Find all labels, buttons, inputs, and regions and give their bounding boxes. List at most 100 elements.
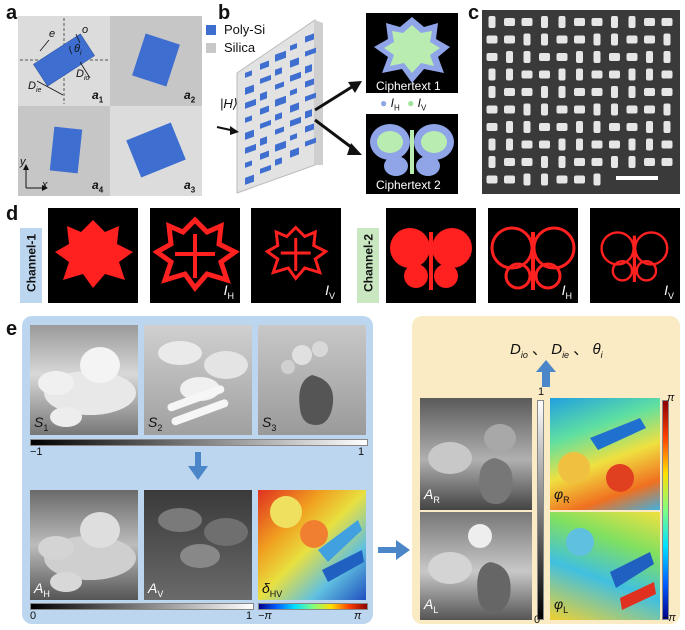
sem-pillar (539, 53, 550, 61)
cell-a1-label: a1 (92, 88, 104, 105)
polysi-pillar (260, 105, 269, 115)
channel-1-tag: Channel-1 (20, 228, 42, 303)
sem-pillar (558, 68, 566, 81)
sem-pillar (488, 68, 496, 81)
polysi-pillar (245, 174, 254, 185)
polysi-pillar (260, 119, 271, 129)
panel-a-label: a (6, 2, 18, 24)
hologram-butterfly-outline-v: IV (590, 208, 680, 303)
sem-pillar (591, 140, 603, 149)
ciphertext-1-box: Ciphertext 1 (366, 13, 458, 93)
sem-pillar (661, 88, 673, 96)
cell-a2-label: a2 (184, 88, 196, 105)
sem-pillar (611, 103, 618, 116)
ciphertext-2-label: Ciphertext 2 (376, 178, 441, 192)
sem-pillar (488, 138, 496, 151)
sem-pillar (644, 18, 655, 26)
butterfly-icon (370, 124, 454, 176)
sem-pillar (663, 33, 671, 46)
unit-cells-svg (20, 18, 186, 191)
s1-label: S1 (34, 414, 49, 433)
ciphertext-2-box: Ciphertext 2 (366, 114, 458, 194)
sem-pillar (626, 123, 638, 131)
sem-pillar (486, 175, 498, 184)
sem-pillar (628, 68, 636, 81)
polysi-pillar (290, 147, 299, 158)
polysi-pillar (245, 70, 252, 78)
phase-min: −π (258, 610, 272, 622)
phi-r-label: φR (554, 486, 570, 505)
panel-c-label: c (468, 2, 480, 24)
hologram-caption: IV (325, 282, 335, 301)
sem-pillar (609, 140, 620, 149)
stokes-s3-image (258, 325, 366, 435)
sem-pillar (626, 105, 638, 114)
sem-pillar (593, 121, 601, 133)
vase-teapot-overlay (428, 524, 511, 612)
hologram-leaf-outline-h: IH (150, 208, 240, 303)
sem-pillar (504, 18, 515, 26)
hologram-caption: IH (561, 282, 572, 301)
polysi-pillar (245, 160, 252, 168)
polysi-pillar (245, 143, 256, 154)
sem-pillar (646, 51, 653, 63)
sem-pillar (628, 138, 636, 151)
sem-pillar (541, 173, 548, 186)
amp-colorbar (30, 603, 254, 610)
sem-pillar (593, 33, 601, 46)
sem-pillar (521, 18, 533, 26)
polysi-pillar (260, 91, 267, 101)
polysi-pillar (260, 74, 271, 84)
polysi-pillar (275, 140, 286, 152)
sem-pillar (486, 105, 498, 114)
polysi-pillar (305, 109, 312, 119)
hologram-butterfly-filled (386, 208, 476, 303)
sem-pillar (576, 138, 583, 151)
sem-pillar (541, 103, 548, 116)
dhv-label: δHV (262, 580, 283, 599)
polysi-pillar (305, 78, 314, 88)
leaf-icon (374, 17, 450, 83)
sem-pillars (486, 16, 673, 186)
stokes-min: −1 (30, 446, 43, 458)
sem-pillar (593, 173, 601, 186)
sem-pillar (591, 18, 603, 26)
polysi-pillar (260, 150, 269, 160)
design-params: Dio 、 Die 、 θi (510, 341, 603, 360)
sem-pillar (609, 123, 620, 131)
sem-pillar (556, 53, 568, 61)
polysi-pillar (305, 47, 316, 57)
dim-d-ie: Die (28, 80, 42, 95)
panel-e-label: e (6, 318, 18, 340)
amp-vertical-colorbar (537, 400, 544, 620)
hologram-caption: IV (664, 282, 674, 301)
scale-bar (616, 176, 658, 180)
sem-pillar (626, 35, 638, 44)
sem-pillar (541, 33, 548, 46)
input-state: |H⟩ (220, 96, 238, 111)
sem-pillar (611, 16, 618, 28)
al-image (420, 512, 532, 620)
sem-pillar (609, 70, 620, 79)
sem-pillar (646, 68, 653, 81)
panel-a-unit-cells: e o θi Die Dio y x a1 a2 a4 a3 (18, 16, 202, 196)
sem-pillar (558, 156, 566, 168)
amp-ah-image (30, 490, 138, 600)
stokes-max: 1 (358, 446, 365, 458)
phi-l-label: φL (554, 596, 569, 615)
polysi-pillar (245, 84, 254, 95)
sem-pillar (574, 105, 585, 114)
polysi-pillar (290, 88, 297, 96)
polysi-pillar (275, 81, 284, 90)
panel-b-label: b (218, 2, 231, 24)
al-label: AL (424, 596, 439, 615)
av-label: AV (148, 580, 164, 599)
sem-pillar (506, 51, 513, 63)
sem-pillar (488, 16, 496, 28)
polysi-pillar (305, 137, 316, 147)
dim-d-io: Dio (76, 68, 90, 83)
dim-theta: θi (74, 43, 82, 58)
sem-pillar (591, 88, 603, 96)
sem-pillar (663, 103, 671, 116)
sem-image (482, 10, 680, 194)
